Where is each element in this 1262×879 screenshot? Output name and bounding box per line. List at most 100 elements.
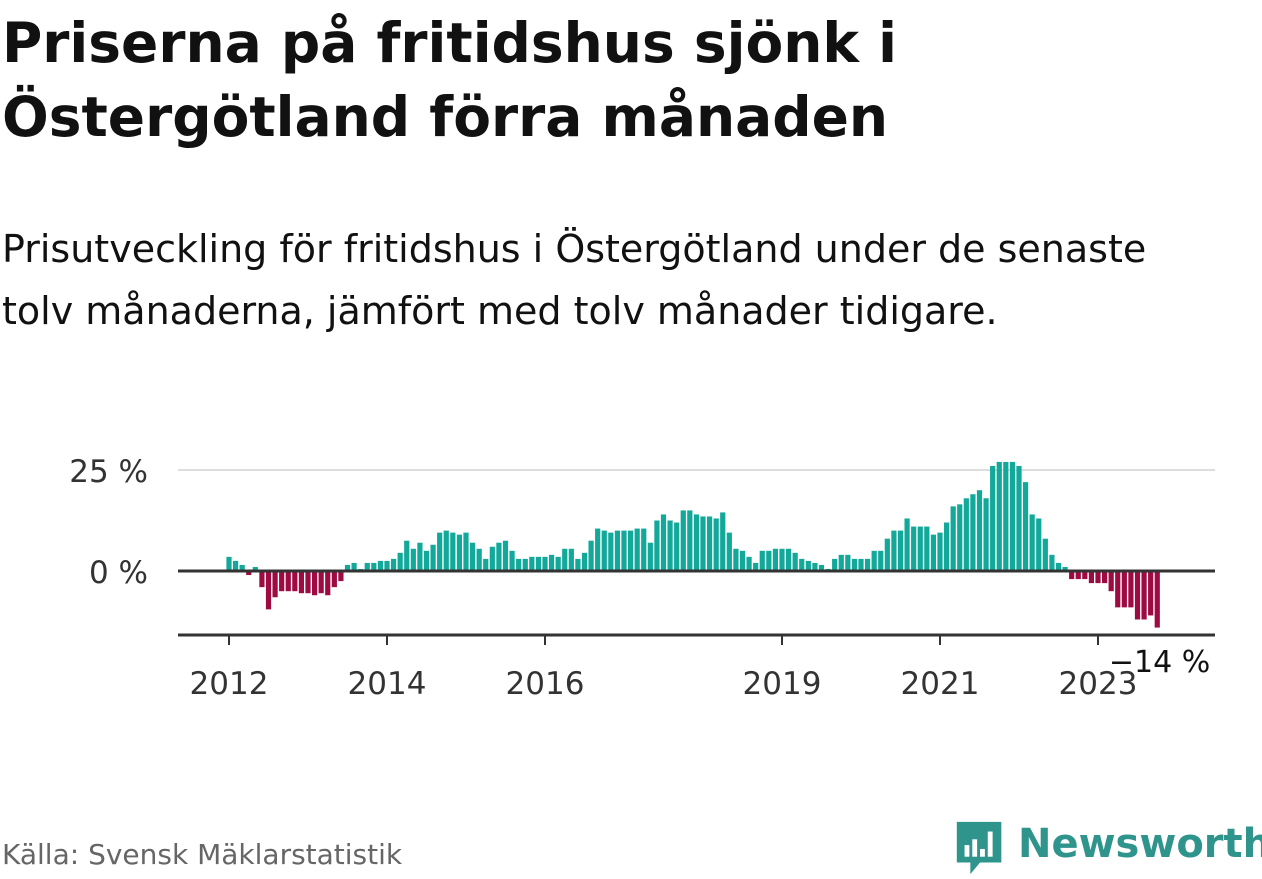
bar [739,550,746,571]
bar [713,518,719,571]
chart-subtitle: Prisutveckling för fritidshus i Östergöt… [2,227,1147,333]
bar [568,548,574,571]
bar [674,522,680,571]
bar [601,530,607,571]
bar [548,554,555,571]
brand-name: Newsworthy [1018,821,1262,867]
bar [305,571,311,594]
bar [785,548,792,571]
bar [404,540,410,571]
bar [437,532,443,571]
bar [285,571,291,592]
bar [390,558,397,571]
bar [246,571,252,576]
bar [766,550,772,571]
bar [792,552,798,571]
bar [693,514,700,571]
x-tick-label: 2014 [348,666,427,702]
bar [660,514,667,571]
bar [1036,518,1042,571]
bar [733,548,739,571]
bar [259,571,265,588]
bar [1069,571,1075,580]
bar [226,556,232,571]
bar [996,461,1002,571]
bar [680,510,686,571]
bar [1029,514,1035,571]
bar [667,520,673,571]
bar [990,465,996,571]
bar [555,556,561,571]
bar [1022,482,1029,571]
bar [838,554,844,571]
bar [1115,571,1121,608]
bar [469,542,476,571]
bar [502,540,509,571]
bar [232,560,239,571]
bar [970,494,976,571]
bar [509,550,515,571]
bar [1042,538,1048,571]
bar [621,530,627,571]
bar [917,526,923,571]
bar [1049,554,1055,571]
bar [265,571,272,610]
bar [1108,571,1114,592]
bar [463,532,469,571]
bar [239,564,245,571]
bar [818,564,825,571]
bar [496,542,502,571]
bar [450,532,456,571]
bar [476,548,482,571]
bar [897,530,904,571]
bar [318,571,324,594]
y-tick-label: 0 % [89,555,148,591]
chart-title: Priserna på fritidshus sjönk i Östergötl… [2,11,897,149]
bar [1148,571,1154,616]
x-tick-label: 2012 [190,666,269,702]
bar [871,550,877,571]
bar [726,532,732,571]
bar [924,526,930,571]
bar [957,504,963,571]
bar [252,566,258,571]
bar [832,558,838,571]
bar [976,490,983,571]
source-note: Källa: Svensk Mäklarstatistik [2,838,403,871]
bar [311,571,318,596]
bar [397,552,403,571]
bar [627,530,634,571]
bar [575,558,581,571]
bar [529,556,535,571]
bar [483,558,489,571]
bar [1075,571,1081,580]
bar [845,554,851,571]
bar [1121,571,1127,608]
bar [1154,571,1160,628]
bar [891,530,897,571]
bar [608,532,614,571]
newsworthy-logo-icon [956,821,1002,875]
bar [654,520,660,571]
bar [753,562,759,571]
bar [634,528,640,571]
bar [351,562,357,571]
bar-chart: 25 % 0 % 2012 2014 2016 2019 2021 2023−14 % [69,454,1215,702]
bar [779,548,785,571]
y-tick-label: 25 % [69,454,148,490]
bar [516,558,522,571]
bar [338,571,344,582]
bar [799,558,805,571]
bar [581,552,588,571]
bar [641,528,647,571]
bar [706,516,713,571]
bar [423,550,430,571]
bar [1141,571,1147,620]
bar [1082,571,1088,580]
bar [279,571,285,592]
bar [937,532,943,571]
bar [272,571,278,598]
bar [647,542,653,571]
bar [456,534,463,571]
bar [542,556,548,571]
